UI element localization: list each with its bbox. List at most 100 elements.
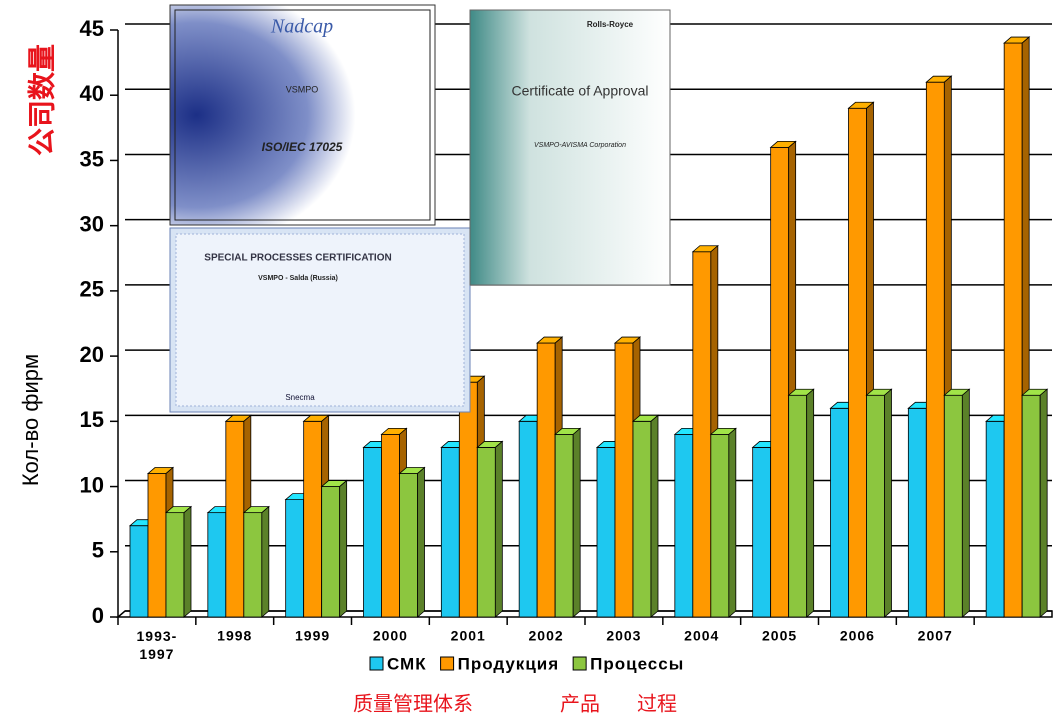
y-axis-label-cn: 公司数量 bbox=[26, 44, 57, 156]
bar-front bbox=[363, 447, 382, 618]
x-tick-label: 2001 bbox=[451, 628, 486, 644]
y-tick-label: 25 bbox=[80, 277, 104, 302]
bar bbox=[865, 388, 893, 618]
x-tick-label: 2002 bbox=[529, 628, 564, 644]
bar-front bbox=[129, 525, 149, 618]
bar-front bbox=[830, 407, 849, 618]
bar bbox=[320, 479, 348, 618]
y-tick-label: 45 bbox=[80, 16, 104, 41]
bar-side bbox=[884, 388, 892, 618]
certificate-snecma: SPECIAL PROCESSES CERTIFICATION VSMPO - … bbox=[169, 227, 471, 413]
x-tick-label: 1999 bbox=[295, 628, 330, 644]
y-tick-label: 40 bbox=[80, 81, 104, 106]
image-title: Certificate of Approval bbox=[512, 83, 649, 99]
x-tick-label: 1998 bbox=[217, 628, 252, 644]
legend-label: Процессы bbox=[590, 654, 684, 673]
bar-front bbox=[165, 512, 185, 618]
legend-swatch bbox=[369, 656, 384, 671]
bar-front bbox=[207, 512, 227, 618]
y-axis-label: Кол-во фирм bbox=[18, 354, 43, 486]
bar-front bbox=[848, 107, 867, 618]
bar-front bbox=[303, 420, 323, 618]
bar-side bbox=[961, 388, 970, 618]
bar-front bbox=[458, 381, 478, 618]
bar-front bbox=[632, 420, 652, 618]
bar-front bbox=[381, 433, 400, 618]
legend-label-cn: 产品 bbox=[560, 692, 600, 715]
bar-front bbox=[518, 420, 538, 618]
image-subtitle: VSMPO bbox=[286, 84, 319, 94]
bar-side bbox=[339, 479, 348, 618]
bar bbox=[164, 505, 193, 618]
bar-front bbox=[788, 394, 808, 618]
legend-swatch bbox=[440, 656, 455, 671]
bar-front bbox=[710, 433, 730, 618]
bar-side bbox=[728, 427, 737, 618]
bar-front bbox=[440, 447, 460, 618]
bar-front bbox=[321, 486, 341, 618]
legend-swatch bbox=[572, 656, 587, 671]
certificate-rolls-royce: Rolls-Royce Certificate of Approval VSMP… bbox=[469, 9, 671, 286]
legend-label: Продукция bbox=[458, 654, 560, 673]
bar bbox=[709, 427, 737, 618]
x-tick-label: 2006 bbox=[840, 628, 875, 644]
y-tick-label: 20 bbox=[80, 342, 104, 367]
bar-front bbox=[243, 512, 263, 618]
legend-label-cn: 过程 bbox=[637, 692, 677, 715]
bar bbox=[476, 440, 504, 618]
x-tick-label: 2007 bbox=[918, 628, 953, 644]
bar-front bbox=[692, 251, 712, 618]
y-tick-label: 35 bbox=[80, 146, 104, 171]
bar-front bbox=[752, 447, 772, 618]
bar-side bbox=[650, 414, 659, 618]
image-text: Snecma bbox=[285, 393, 315, 402]
image-text: ISO/IEC 17025 bbox=[262, 140, 343, 154]
bar-front bbox=[596, 447, 616, 618]
image-brand: Rolls-Royce bbox=[587, 20, 634, 29]
bar-front bbox=[399, 473, 418, 618]
legend-label-cn: 质量管理体系 bbox=[353, 692, 473, 715]
bar-side bbox=[261, 505, 270, 618]
y-tick-label: 0 bbox=[92, 603, 104, 628]
bar-side bbox=[417, 466, 425, 618]
bar-side bbox=[572, 427, 581, 618]
bar-front bbox=[225, 420, 245, 618]
bar-front bbox=[1003, 42, 1023, 618]
bar-front bbox=[674, 433, 694, 618]
image-title: SPECIAL PROCESSES CERTIFICATION bbox=[204, 253, 391, 264]
bar-side bbox=[806, 388, 815, 618]
bar-front bbox=[285, 499, 305, 618]
bar-front bbox=[536, 342, 556, 618]
bar-side bbox=[183, 505, 192, 618]
y-tick-label: 30 bbox=[80, 211, 104, 236]
x-tick-label: 2004 bbox=[684, 628, 719, 644]
image-subtitle: VSMPO - Salda (Russia) bbox=[258, 275, 338, 282]
image-subtitle: VSMPO-AVISMA Corporation bbox=[534, 142, 626, 149]
bar bbox=[943, 388, 971, 618]
certificate-nadcap: Nadcap VSMPO ISO/IEC 17025 bbox=[169, 4, 436, 226]
bar bbox=[554, 427, 582, 618]
bar bbox=[242, 505, 270, 618]
y-tick-label: 10 bbox=[80, 472, 104, 497]
x-tick-label: 2003 bbox=[606, 628, 641, 644]
bar-front bbox=[147, 473, 167, 618]
bar-front bbox=[1021, 394, 1041, 618]
bar bbox=[398, 466, 426, 618]
bar bbox=[1021, 388, 1049, 618]
bar-side bbox=[494, 440, 503, 618]
bar-front bbox=[554, 433, 574, 618]
bar-front bbox=[907, 407, 927, 618]
bar bbox=[631, 414, 660, 618]
bar-side bbox=[1039, 388, 1048, 618]
bar-front bbox=[770, 146, 790, 618]
x-tick-label: 2000 bbox=[373, 628, 408, 644]
x-tick-label: 1993-1997 bbox=[137, 628, 178, 662]
image-title: Nadcap bbox=[270, 16, 333, 38]
bar-front bbox=[943, 394, 963, 618]
bar bbox=[787, 388, 815, 618]
legend-label: СМК bbox=[387, 654, 427, 673]
y-tick-label: 15 bbox=[80, 407, 104, 432]
x-tick-label: 2005 bbox=[762, 628, 797, 644]
bar-front bbox=[614, 342, 634, 618]
